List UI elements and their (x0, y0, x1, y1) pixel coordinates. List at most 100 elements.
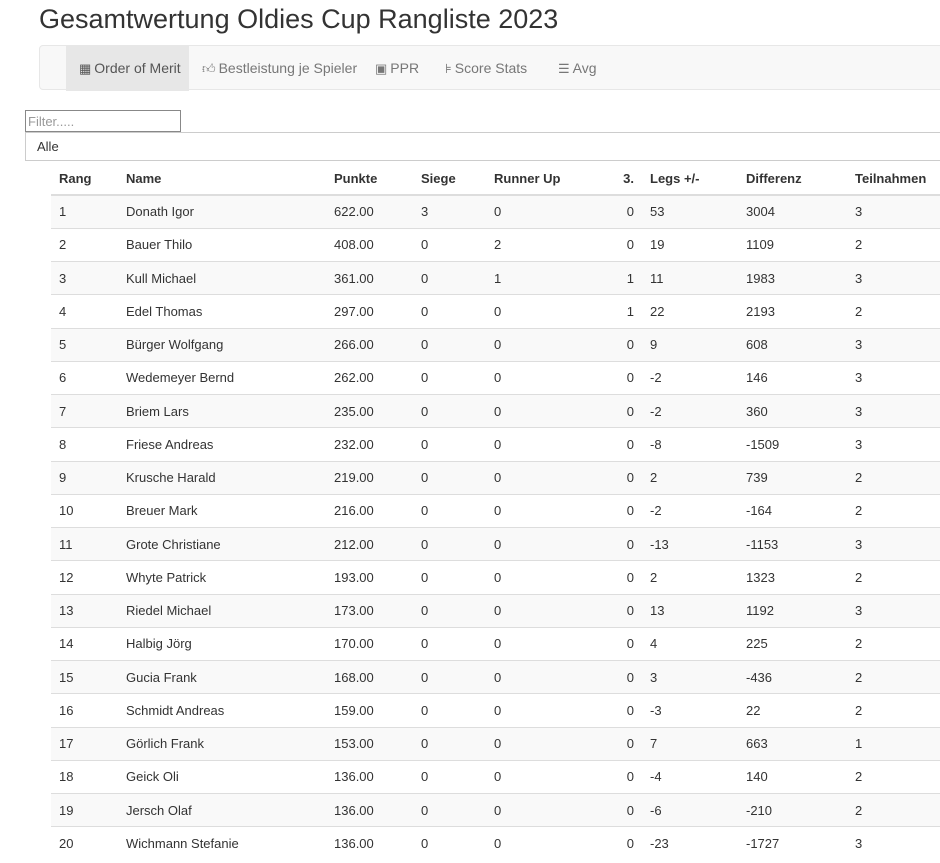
cell-legs-diff: -2 (642, 360, 738, 395)
tab-avg[interactable]: ☰ Avg (545, 46, 610, 91)
cell-siege: 0 (413, 560, 486, 594)
table-row: 3 Kull Michael 361.00 0 1 1 11 1983 3 (51, 260, 940, 295)
cell-runner-up: 0 (486, 792, 600, 827)
column-header-legs-diff[interactable]: Legs +/- (642, 163, 738, 196)
cell-punkte: 622.00 (326, 194, 413, 229)
cell-teilnahmen: 3 (847, 826, 940, 860)
cell-third: 0 (600, 659, 642, 694)
cell-runner-up: 1 (486, 260, 600, 295)
cell-rang: 1 (51, 194, 118, 229)
cell-third: 0 (600, 493, 642, 528)
cell-runner-up: 0 (486, 526, 600, 561)
tab-label: PPR (390, 60, 420, 76)
cell-legs-diff: 7 (642, 726, 738, 761)
cell-name: Riedel Michael (118, 593, 326, 628)
cell-differenz: 1109 (738, 227, 847, 262)
cell-siege: 0 (413, 393, 486, 428)
column-header-punkte[interactable]: Punkte (326, 163, 413, 196)
cell-legs-diff: 4 (642, 626, 738, 661)
cell-teilnahmen: 2 (847, 493, 940, 528)
cell-name: Halbig Jörg (118, 626, 326, 661)
cell-differenz: 360 (738, 393, 847, 428)
tree-icon: ⊧ (445, 61, 452, 76)
table-row: 7 Briem Lars 235.00 0 0 0 -2 360 3 (51, 393, 940, 428)
column-header-teilnahmen[interactable]: Teilnahmen (847, 163, 940, 196)
cell-rang: 10 (51, 493, 118, 528)
table-row: 19 Jersch Olaf 136.00 0 0 0 -6 -210 2 (51, 792, 940, 827)
cell-rang: 17 (51, 726, 118, 761)
cell-differenz: 608 (738, 327, 847, 362)
cell-punkte: 173.00 (326, 593, 413, 628)
cell-differenz: 663 (738, 726, 847, 761)
cell-rang: 13 (51, 593, 118, 628)
nav-bar: ▦ Order of Merit 👍︎ Bestleistung je Spiele… (39, 45, 940, 91)
cell-teilnahmen: 3 (847, 327, 940, 362)
column-header-runner-up[interactable]: Runner Up (486, 163, 600, 196)
cell-rang: 14 (51, 626, 118, 661)
cell-name: Briem Lars (118, 393, 326, 428)
table-row: 6 Wedemeyer Bernd 262.00 0 0 0 -2 146 3 (51, 360, 940, 395)
cell-differenz: -436 (738, 659, 847, 694)
cell-teilnahmen: 3 (847, 526, 940, 561)
cell-rang: 12 (51, 560, 118, 594)
cell-legs-diff: 19 (642, 227, 738, 262)
tab-order-of-merit[interactable]: ▦ Order of Merit (66, 46, 189, 91)
cell-rang: 6 (51, 360, 118, 395)
table-row: 11 Grote Christiane 212.00 0 0 0 -13 -1153 3 (51, 526, 940, 561)
cell-legs-diff: -2 (642, 493, 738, 528)
tab-label: Score Stats (454, 60, 528, 76)
table-row: 15 Gucia Frank 168.00 0 0 0 3 -436 2 (51, 659, 940, 694)
tab-bestleistung[interactable]: 👍︎ Bestleistung je Spieler (189, 46, 370, 91)
column-header-third[interactable]: 3. (600, 163, 642, 196)
cell-name: Whyte Patrick (118, 560, 326, 594)
cell-rang: 7 (51, 393, 118, 428)
tab-score-stats[interactable]: ⊧ Score Stats (432, 46, 540, 91)
cell-name: Grote Christiane (118, 526, 326, 561)
cell-third: 0 (600, 393, 642, 428)
table-row: 20 Wichmann Stefanie 136.00 0 0 0 -23 -1727 3 (51, 826, 940, 860)
cell-rang: 11 (51, 526, 118, 561)
subtitles-icon: ▣ (375, 61, 388, 76)
cell-third: 0 (600, 427, 642, 461)
cell-siege: 0 (413, 360, 486, 395)
cell-runner-up: 0 (486, 626, 600, 661)
cell-third: 0 (600, 526, 642, 561)
column-header-differenz[interactable]: Differenz (738, 163, 847, 196)
group-select[interactable]: Alle (25, 132, 940, 161)
tab-label: Bestleistung je Spieler (218, 60, 358, 76)
cell-third: 0 (600, 194, 642, 229)
cell-teilnahmen: 2 (847, 693, 940, 727)
tab-ppr[interactable]: ▣ PPR (362, 46, 432, 91)
cell-third: 0 (600, 826, 642, 860)
cell-differenz: 3004 (738, 194, 847, 229)
cell-punkte: 136.00 (326, 792, 413, 827)
cell-punkte: 408.00 (326, 227, 413, 262)
cell-teilnahmen: 2 (847, 759, 940, 794)
cell-name: Wichmann Stefanie (118, 826, 326, 860)
table-header-row: Rang Name Punkte Siege Runner Up 3. Legs +/- Di… (51, 163, 940, 196)
cell-runner-up: 0 (486, 659, 600, 694)
cell-differenz: 1323 (738, 560, 847, 594)
cell-name: Schmidt Andreas (118, 693, 326, 727)
cell-third: 0 (600, 593, 642, 628)
ranking-table: Rang Name Punkte Siege Runner Up 3. Legs +/- Di… (51, 163, 940, 860)
cell-name: Bürger Wolfgang (118, 327, 326, 362)
column-header-rang[interactable]: Rang (51, 163, 118, 196)
cell-punkte: 361.00 (326, 260, 413, 295)
cell-third: 0 (600, 227, 642, 262)
cell-punkte: 159.00 (326, 693, 413, 727)
cell-differenz: 225 (738, 626, 847, 661)
cell-teilnahmen: 2 (847, 460, 940, 495)
cell-runner-up: 0 (486, 294, 600, 328)
cell-punkte: 212.00 (326, 526, 413, 561)
table-row: 2 Bauer Thilo 408.00 0 2 0 19 1109 2 (51, 227, 940, 262)
cell-teilnahmen: 2 (847, 626, 940, 661)
filter-input[interactable] (25, 110, 181, 132)
cell-legs-diff: -23 (642, 826, 738, 860)
column-header-siege[interactable]: Siege (413, 163, 486, 196)
cell-differenz: -1153 (738, 526, 847, 561)
cell-siege: 0 (413, 294, 486, 328)
cell-name: Edel Thomas (118, 294, 326, 328)
column-header-name[interactable]: Name (118, 163, 326, 196)
cell-third: 1 (600, 260, 642, 295)
